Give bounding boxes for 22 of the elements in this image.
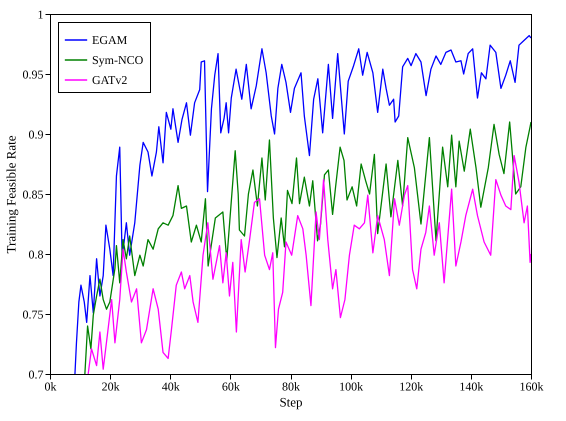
y-tick-label: 0.75 <box>22 308 44 322</box>
y-tick-label: 0.8 <box>28 248 44 262</box>
x-tick-label: 40k <box>162 380 180 394</box>
y-tick-label: 0.95 <box>22 68 44 82</box>
x-tick-label: 160k <box>520 380 544 394</box>
x-tick-label: 140k <box>459 380 484 394</box>
y-tick-label: 1 <box>38 8 44 22</box>
x-tick-label: 60k <box>222 380 240 394</box>
y-tick-label: 0.85 <box>22 188 44 202</box>
x-tick-label: 100k <box>339 380 364 394</box>
y-tick-label: 0.9 <box>28 128 44 142</box>
legend-label: Sym-NCO <box>92 53 144 67</box>
x-tick-label: 120k <box>399 380 424 394</box>
legend-label: GATv2 <box>92 73 128 87</box>
x-tick-label: 0k <box>44 380 56 394</box>
x-tick-label: 20k <box>102 380 120 394</box>
y-axis-title: Training Feasible Rate <box>4 135 18 254</box>
line-series <box>74 34 531 374</box>
legend-label: EGAM <box>92 33 128 47</box>
y-tick-label: 0.7 <box>28 368 44 382</box>
x-tick-label: 80k <box>282 380 300 394</box>
x-axis-title: Step <box>279 394 303 410</box>
